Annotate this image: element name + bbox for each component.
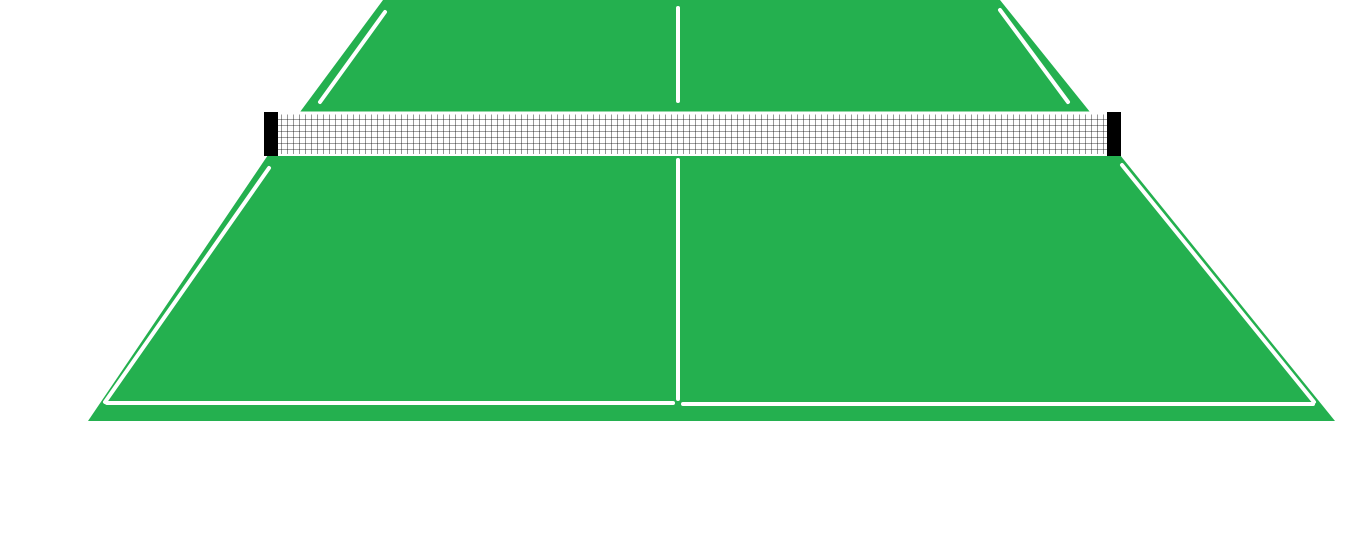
net bbox=[264, 111, 1121, 156]
table-far-half bbox=[300, 0, 1090, 112]
net-mesh bbox=[277, 112, 1107, 156]
near-left-side-line bbox=[103, 166, 271, 404]
far-left-side-line bbox=[318, 10, 387, 104]
net-post-right bbox=[1107, 112, 1121, 156]
net-post-left bbox=[264, 112, 278, 156]
near-right-side-line bbox=[1120, 163, 1316, 404]
table-near-half bbox=[88, 155, 1335, 421]
far-right-side-line bbox=[998, 8, 1070, 104]
